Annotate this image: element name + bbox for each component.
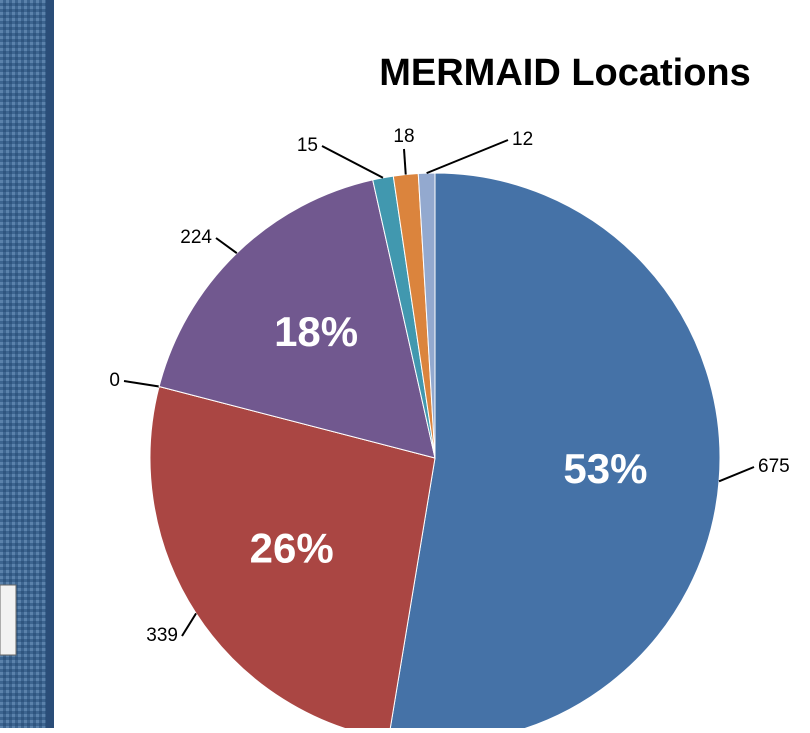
percent-label: 18% <box>274 308 358 355</box>
data-label: 0 <box>109 370 120 391</box>
side-box <box>0 585 16 655</box>
data-label: 18 <box>393 126 414 147</box>
chart-title: MERMAID Locations <box>379 52 751 94</box>
data-label: 15 <box>297 135 318 156</box>
chart: MERMAID Locations 675 53% 339 26% 0 224 18% 15 1… <box>0 0 810 728</box>
data-label: 339 <box>146 625 178 646</box>
frame <box>46 0 54 728</box>
page: MERMAID Locations 675 53% 339 26% 0 224 18% 15 1… <box>0 0 810 728</box>
percent-label: 53% <box>563 445 647 492</box>
data-label: 224 <box>180 227 212 248</box>
data-label: 675 <box>758 456 790 477</box>
percent-label: 26% <box>250 524 334 571</box>
data-label: 12 <box>512 129 533 150</box>
